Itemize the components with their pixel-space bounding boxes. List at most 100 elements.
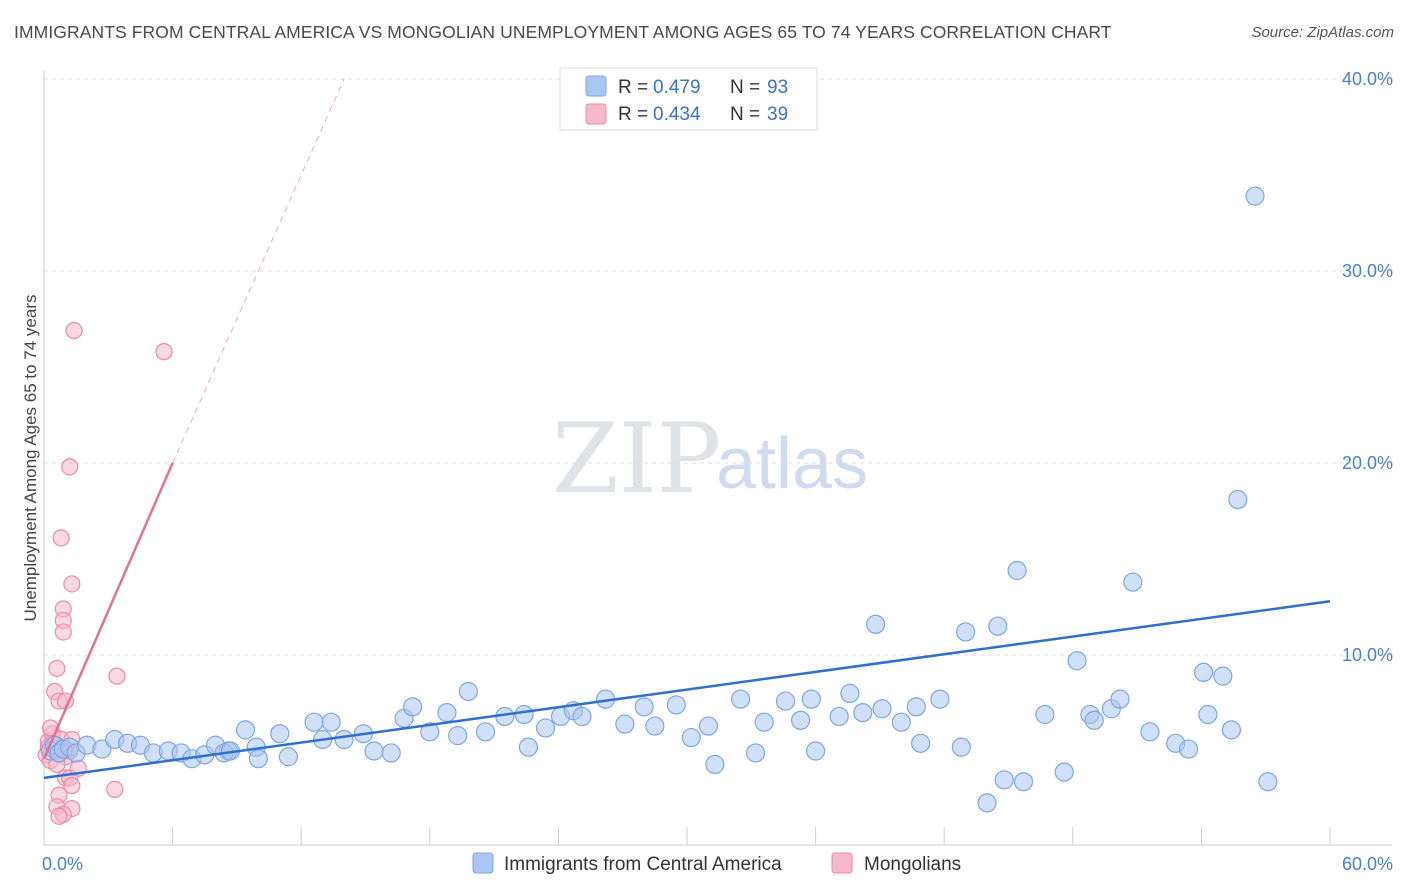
legend-label-mongolians: Mongolians (864, 854, 961, 875)
data-point (1258, 772, 1278, 792)
data-point (52, 529, 70, 547)
data-point (853, 702, 873, 723)
data-point (1213, 666, 1233, 686)
series-legend: Immigrants from Central America Mongolia… (472, 852, 961, 875)
data-point (1054, 762, 1074, 782)
data-point (930, 689, 950, 709)
trend-lines (42, 78, 1331, 780)
y-axis-label: Unemployment Among Ages 65 to 74 years (21, 295, 40, 622)
data-point (866, 614, 886, 634)
data-point (615, 714, 635, 734)
grid-lines (44, 78, 1392, 656)
data-point (1084, 710, 1104, 730)
legend-n-value: 93 (767, 77, 788, 98)
data-point (994, 770, 1014, 790)
data-point (801, 689, 821, 709)
data-point (321, 712, 341, 732)
y-tick-label: 40.0% (1342, 69, 1393, 89)
data-point (840, 683, 860, 704)
data-point (891, 712, 911, 732)
data-point (364, 741, 384, 761)
data-point (106, 780, 124, 799)
data-point (248, 749, 268, 769)
data-point (745, 743, 766, 763)
data-point (634, 697, 654, 717)
data-point (1035, 704, 1055, 725)
axes (43, 70, 1392, 846)
data-point (1193, 662, 1214, 682)
data-point (403, 697, 423, 717)
data-point (977, 793, 997, 813)
data-point (270, 724, 290, 744)
source-label: Source: ZipAtlas.com (1251, 24, 1394, 41)
legend-n-label: N = (730, 104, 760, 125)
data-point (514, 704, 534, 725)
data-point (572, 706, 592, 727)
data-point (420, 722, 440, 742)
data-point (278, 747, 298, 767)
x-tick-label: 0.0% (42, 854, 83, 874)
legend-swatch-mongolians (831, 852, 853, 874)
data-point (304, 712, 324, 732)
data-point (381, 743, 401, 763)
chart-title: IMMIGRANTS FROM CENTRAL AMERICA VS MONGO… (14, 22, 1112, 42)
data-point (1013, 772, 1034, 792)
legend-r-value: 0.434 (653, 104, 701, 125)
data-point (790, 710, 811, 730)
data-point (535, 718, 556, 738)
data-point (666, 695, 686, 715)
data-point (1067, 651, 1087, 671)
data-point (1123, 572, 1143, 592)
trend-extension-mongolians (172, 78, 345, 464)
watermark-atlas: atlas (716, 424, 868, 504)
legend-r-label: R = (618, 77, 648, 98)
data-point (906, 697, 926, 717)
data-point (1140, 722, 1160, 742)
data-point (730, 689, 751, 709)
data-point (1178, 739, 1199, 759)
data-point (92, 739, 112, 759)
data-point (437, 702, 457, 723)
legend-n-value: 39 (767, 104, 788, 125)
data-point (1007, 560, 1027, 581)
correlation-legend: R = 0.479 N = 93 R = 0.434 N = 39 (559, 67, 818, 131)
y-tick-label: 30.0% (1342, 261, 1393, 281)
data-point (681, 727, 701, 748)
data-point (235, 720, 256, 740)
data-point (1221, 720, 1242, 740)
y-tick-label: 10.0% (1342, 645, 1393, 665)
data-point (475, 722, 496, 742)
data-point (775, 691, 796, 711)
data-point (1228, 489, 1248, 510)
data-point (754, 712, 774, 732)
data-point (872, 699, 892, 719)
data-point (1245, 186, 1265, 206)
data-point (50, 807, 68, 825)
data-point (48, 659, 66, 678)
legend-swatch-pink (585, 103, 607, 125)
data-point (54, 623, 72, 641)
watermark-zip: ZIP (552, 403, 721, 515)
data-point (705, 754, 725, 775)
data-point (61, 458, 79, 476)
legend-label-central-america: Immigrants from Central America (504, 854, 782, 875)
data-point (448, 726, 468, 746)
data-point (988, 616, 1008, 636)
legend-n-label: N = (730, 77, 760, 98)
data-point (63, 575, 81, 593)
data-point (951, 737, 971, 757)
data-point (911, 733, 931, 753)
data-point (805, 741, 826, 761)
data-point (63, 776, 81, 795)
watermark: ZIP atlas (552, 403, 868, 515)
data-point (645, 716, 665, 736)
data-point (458, 681, 478, 702)
legend-r-label: R = (618, 104, 648, 125)
data-point (108, 667, 126, 685)
data-point (65, 321, 83, 340)
tick-labels: 10.0% 20.0% 30.0% 40.0% 0.0% 60.0% (42, 69, 1393, 874)
trend-line-central-america (43, 600, 1331, 780)
x-tick-label: 60.0% (1342, 854, 1393, 874)
data-point (1198, 704, 1218, 725)
